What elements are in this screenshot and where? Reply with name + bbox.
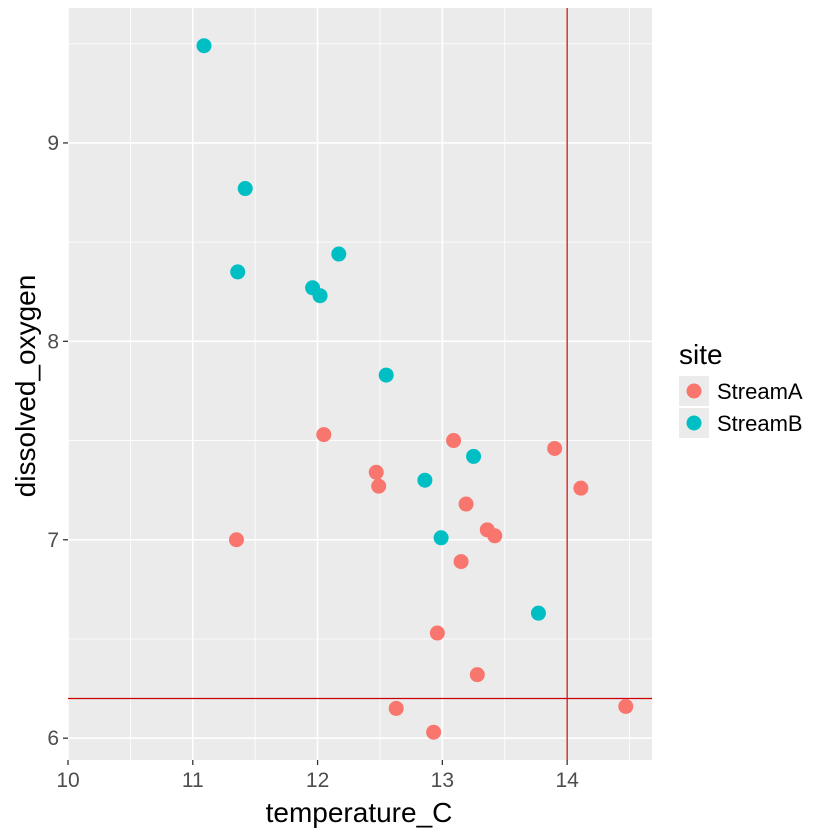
data-point-streama: [426, 724, 442, 740]
data-point-streama: [487, 528, 503, 544]
y-tick-label: 7: [47, 529, 59, 552]
data-point-streama: [573, 480, 589, 496]
data-point-streama: [429, 625, 445, 641]
data-point-streamb: [466, 448, 482, 464]
x-tick-label: 10: [56, 769, 79, 792]
data-point-streamb: [378, 367, 394, 383]
data-point-streamb: [417, 472, 433, 488]
data-points: [196, 38, 634, 740]
data-point-streama: [446, 433, 462, 449]
minor-grid: [68, 8, 652, 760]
y-axis-title: dissolved_oxygen: [10, 275, 41, 498]
data-point-streamb: [433, 530, 449, 546]
panel-background: [68, 8, 652, 760]
y-axis-ticks: 6 7 8 9: [47, 132, 68, 750]
data-point-streama: [228, 532, 244, 548]
x-tick-label: 12: [306, 769, 329, 792]
legend-label-streama: StreamA: [717, 379, 803, 404]
x-tick-label: 14: [555, 769, 579, 792]
x-tick-label: 11: [182, 769, 204, 792]
data-point-streama: [316, 427, 332, 443]
legend-title: site: [679, 339, 723, 370]
data-point-streamb: [237, 181, 253, 197]
legend: site StreamA StreamB: [679, 339, 803, 438]
data-point-streamb: [196, 38, 212, 54]
legend-label-streamb: StreamB: [717, 411, 803, 436]
data-point-streama: [368, 464, 384, 480]
data-point-streamb: [331, 246, 347, 262]
data-point-streamb: [530, 605, 546, 621]
data-point-streama: [371, 478, 387, 494]
data-point-streama: [547, 440, 563, 456]
y-tick-label: 9: [47, 132, 59, 155]
x-axis-ticks: 10 11 12 13 14: [56, 760, 579, 792]
y-tick-label: 6: [47, 727, 59, 750]
data-point-streamb: [230, 264, 246, 280]
legend-key-streama: [686, 383, 702, 399]
data-point-streama: [469, 667, 485, 683]
data-point-streamb: [312, 288, 328, 304]
reference-lines: [68, 8, 652, 760]
data-point-streama: [388, 700, 404, 716]
data-point-streama: [458, 496, 474, 512]
x-tick-label: 13: [431, 769, 454, 792]
y-tick-label: 8: [47, 330, 59, 353]
x-axis-title: temperature_C: [266, 797, 453, 828]
data-point-streama: [618, 698, 634, 714]
data-point-streama: [453, 554, 469, 570]
legend-key-streamb: [686, 415, 702, 431]
